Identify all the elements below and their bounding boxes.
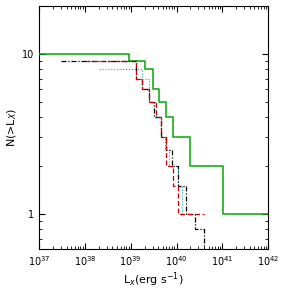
X-axis label: L$_x$(erg s$^{-1}$): L$_x$(erg s$^{-1}$): [123, 271, 184, 289]
Y-axis label: N(>L$_X$): N(>L$_X$): [5, 108, 19, 147]
